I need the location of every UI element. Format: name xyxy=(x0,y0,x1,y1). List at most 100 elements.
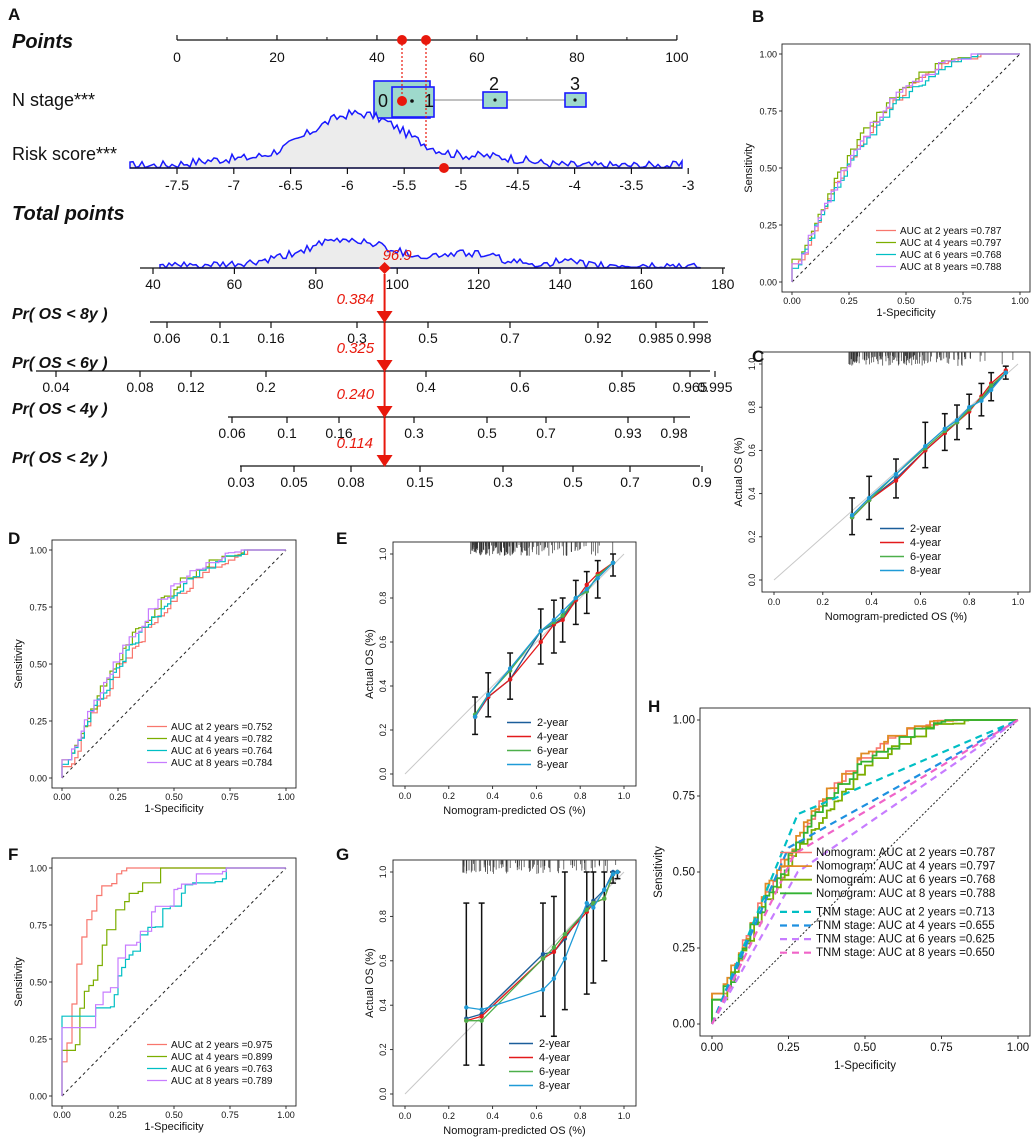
x-tick-label: 0.4 xyxy=(865,597,878,607)
calibration-point xyxy=(551,976,557,981)
prob-marker xyxy=(376,406,393,418)
x-tick-label: 0.50 xyxy=(854,1042,876,1054)
points-marker-nstage xyxy=(397,35,407,45)
x-tick-label: 1.0 xyxy=(1012,597,1025,607)
total-points-tick-label: 120 xyxy=(467,276,491,292)
panel-label-f: F xyxy=(8,845,18,864)
calibration-point xyxy=(954,417,960,423)
prob-tick-label: 0.16 xyxy=(325,425,352,441)
roc-curve-8 xyxy=(711,719,1019,1025)
prob-tick-label: 0.06 xyxy=(153,330,180,346)
legend: 2-year 4-year 6-year 8-year xyxy=(880,523,942,577)
calibration-point xyxy=(602,887,607,892)
prob-tick-label: 0.05 xyxy=(280,474,307,490)
calibration-point xyxy=(538,639,543,645)
calibration-point xyxy=(486,692,491,697)
total-points-tick-label: 80 xyxy=(308,276,324,292)
x-tick-label: 0.00 xyxy=(53,1110,71,1120)
calibration-point xyxy=(538,628,543,634)
total-points-tick-label: 100 xyxy=(386,276,410,292)
x-tick-label: 1.00 xyxy=(1011,296,1029,306)
total-points-title: Total points xyxy=(12,203,125,225)
prob-tick-label: 0.03 xyxy=(227,474,254,490)
x-tick-label: 0.2 xyxy=(443,1111,456,1121)
x-tick-label: 1.0 xyxy=(618,791,631,801)
legend-entry-8: TNM stage: AUC at 8 years =0.650 xyxy=(816,947,995,959)
panel-d-roc: 0.00 0.00 0.25 0.25 0.50 0.50 0.75 0.75 1.00 1.00… xyxy=(13,539,297,815)
roc-curve-5 xyxy=(710,718,1019,1025)
y-tick-label: 0.8 xyxy=(378,592,388,605)
y-tick-label: 0.25 xyxy=(29,717,47,727)
panel-e-calibration: 0.0 0.0 0.2 0.2 0.4 0.4 0.6 0.6 0.8 0.8 1.0 1.0 Nomo… xyxy=(364,541,637,817)
y-tick-label: 0.2 xyxy=(378,1043,388,1056)
calibration-point xyxy=(602,896,607,901)
total-points-tick-label: 60 xyxy=(227,276,243,292)
y-tick-label: 0.25 xyxy=(759,221,777,231)
total-points-tick-label: 40 xyxy=(145,276,161,292)
roc-curve-4 xyxy=(711,719,1018,1024)
prob-tick-label: 0.7 xyxy=(500,330,520,346)
panel-b-roc: 0.00 0.00 0.25 0.25 0.50 0.50 0.75 0.75 1.00 1.00… xyxy=(743,43,1031,319)
total-points-row: Total points 40 60 80 100 120 140 160 180 96.9 xyxy=(12,203,735,455)
prob-value: 0.325 xyxy=(337,340,375,357)
legend-entry-5: TNM stage: AUC at 2 years =0.713 xyxy=(816,906,995,918)
x-tick-label: 0.50 xyxy=(165,792,183,802)
risk-score-label: Risk score*** xyxy=(12,144,117,164)
x-tick-label: 0.50 xyxy=(165,1110,183,1120)
y-tick-label: 0.4 xyxy=(378,999,388,1012)
reference-diagonal xyxy=(61,867,287,1097)
x-tick-label: 0.4 xyxy=(486,791,499,801)
prob-marker xyxy=(376,360,393,372)
calibration-point xyxy=(464,1005,469,1010)
x-tick-label: 0.0 xyxy=(768,597,781,607)
calibration-point xyxy=(584,582,589,587)
calibration-point xyxy=(584,907,589,912)
panel-label-c: C xyxy=(752,347,764,366)
calibration-point xyxy=(591,905,596,910)
x-tick-label: 0.25 xyxy=(777,1042,799,1054)
roc-curve-6 xyxy=(710,719,1019,1025)
x-tick-label: 1.00 xyxy=(277,792,295,802)
prob-tick-label: 0.12 xyxy=(177,379,204,395)
x-axis-label: Nomogram-predicted OS (%) xyxy=(825,611,967,623)
prob-tick-label: 0.98 xyxy=(660,425,687,441)
x-tick-label: 1.0 xyxy=(618,1111,631,1121)
prob-tick-label: 0.93 xyxy=(614,425,641,441)
points-row: Points 0 20 40 60 80 100 xyxy=(12,31,689,65)
prob-tick-label: 0.04 xyxy=(42,379,69,395)
calibration-point xyxy=(979,398,984,403)
prob-tick-label: 0.995 xyxy=(697,379,732,395)
x-tick-label: 0.2 xyxy=(443,791,456,801)
calibration-line-8-year xyxy=(851,372,1007,516)
calibration-line-4-year xyxy=(851,370,1007,518)
n-stage-row: N stage*** 0 1 2 3 xyxy=(12,74,587,119)
prob-tick-label: 0.5 xyxy=(418,330,438,346)
calibration-point xyxy=(610,560,616,565)
legend-entry-3: Nomogram: AUC at 6 years =0.768 xyxy=(816,874,995,886)
panel-label-h: H xyxy=(648,697,660,716)
panel-a-nomogram: Points 0 20 40 60 80 100 N stage*** 0 1 2 3 Risk sco… xyxy=(12,31,735,490)
panel-g-calibration: 0.0 0.0 0.2 0.2 0.4 0.4 0.6 0.6 0.8 0.8 1.0 1.0 Nomo… xyxy=(364,859,637,1137)
prob-tick-label: 0.1 xyxy=(210,330,230,346)
calibration-point xyxy=(560,609,565,614)
panel-c-calibration: 0.0 0.0 0.2 0.2 0.4 0.4 0.6 0.6 0.8 0.8 1.0 1.0 Nomo… xyxy=(733,351,1031,623)
calibration-point xyxy=(464,1018,469,1023)
y-tick-label: 1.0 xyxy=(747,358,757,371)
x-tick-label: 0.8 xyxy=(574,791,587,801)
prob-tick-label: 0.4 xyxy=(416,379,436,395)
calibration-point xyxy=(551,949,557,955)
n-stage-level-3: 3 xyxy=(570,74,580,94)
prob-row-3: Pr( OS < 4y ) 0.06 0.1 0.16 0.3 0.5 0.7 0.93 0.9… xyxy=(12,386,690,441)
x-tick-label: 0.00 xyxy=(783,296,801,306)
n-stage-level-2: 2 xyxy=(489,74,499,94)
calibration-point xyxy=(479,1014,484,1019)
legend-entry-2: 4-year xyxy=(537,731,569,743)
panel-label-g: G xyxy=(336,845,349,864)
calibration-line-6-year xyxy=(466,871,618,1022)
calibration-line-4-year xyxy=(474,562,614,718)
y-axis-label: Sensitivity xyxy=(13,957,25,1007)
legend-entry-3: 6-year xyxy=(910,551,942,563)
